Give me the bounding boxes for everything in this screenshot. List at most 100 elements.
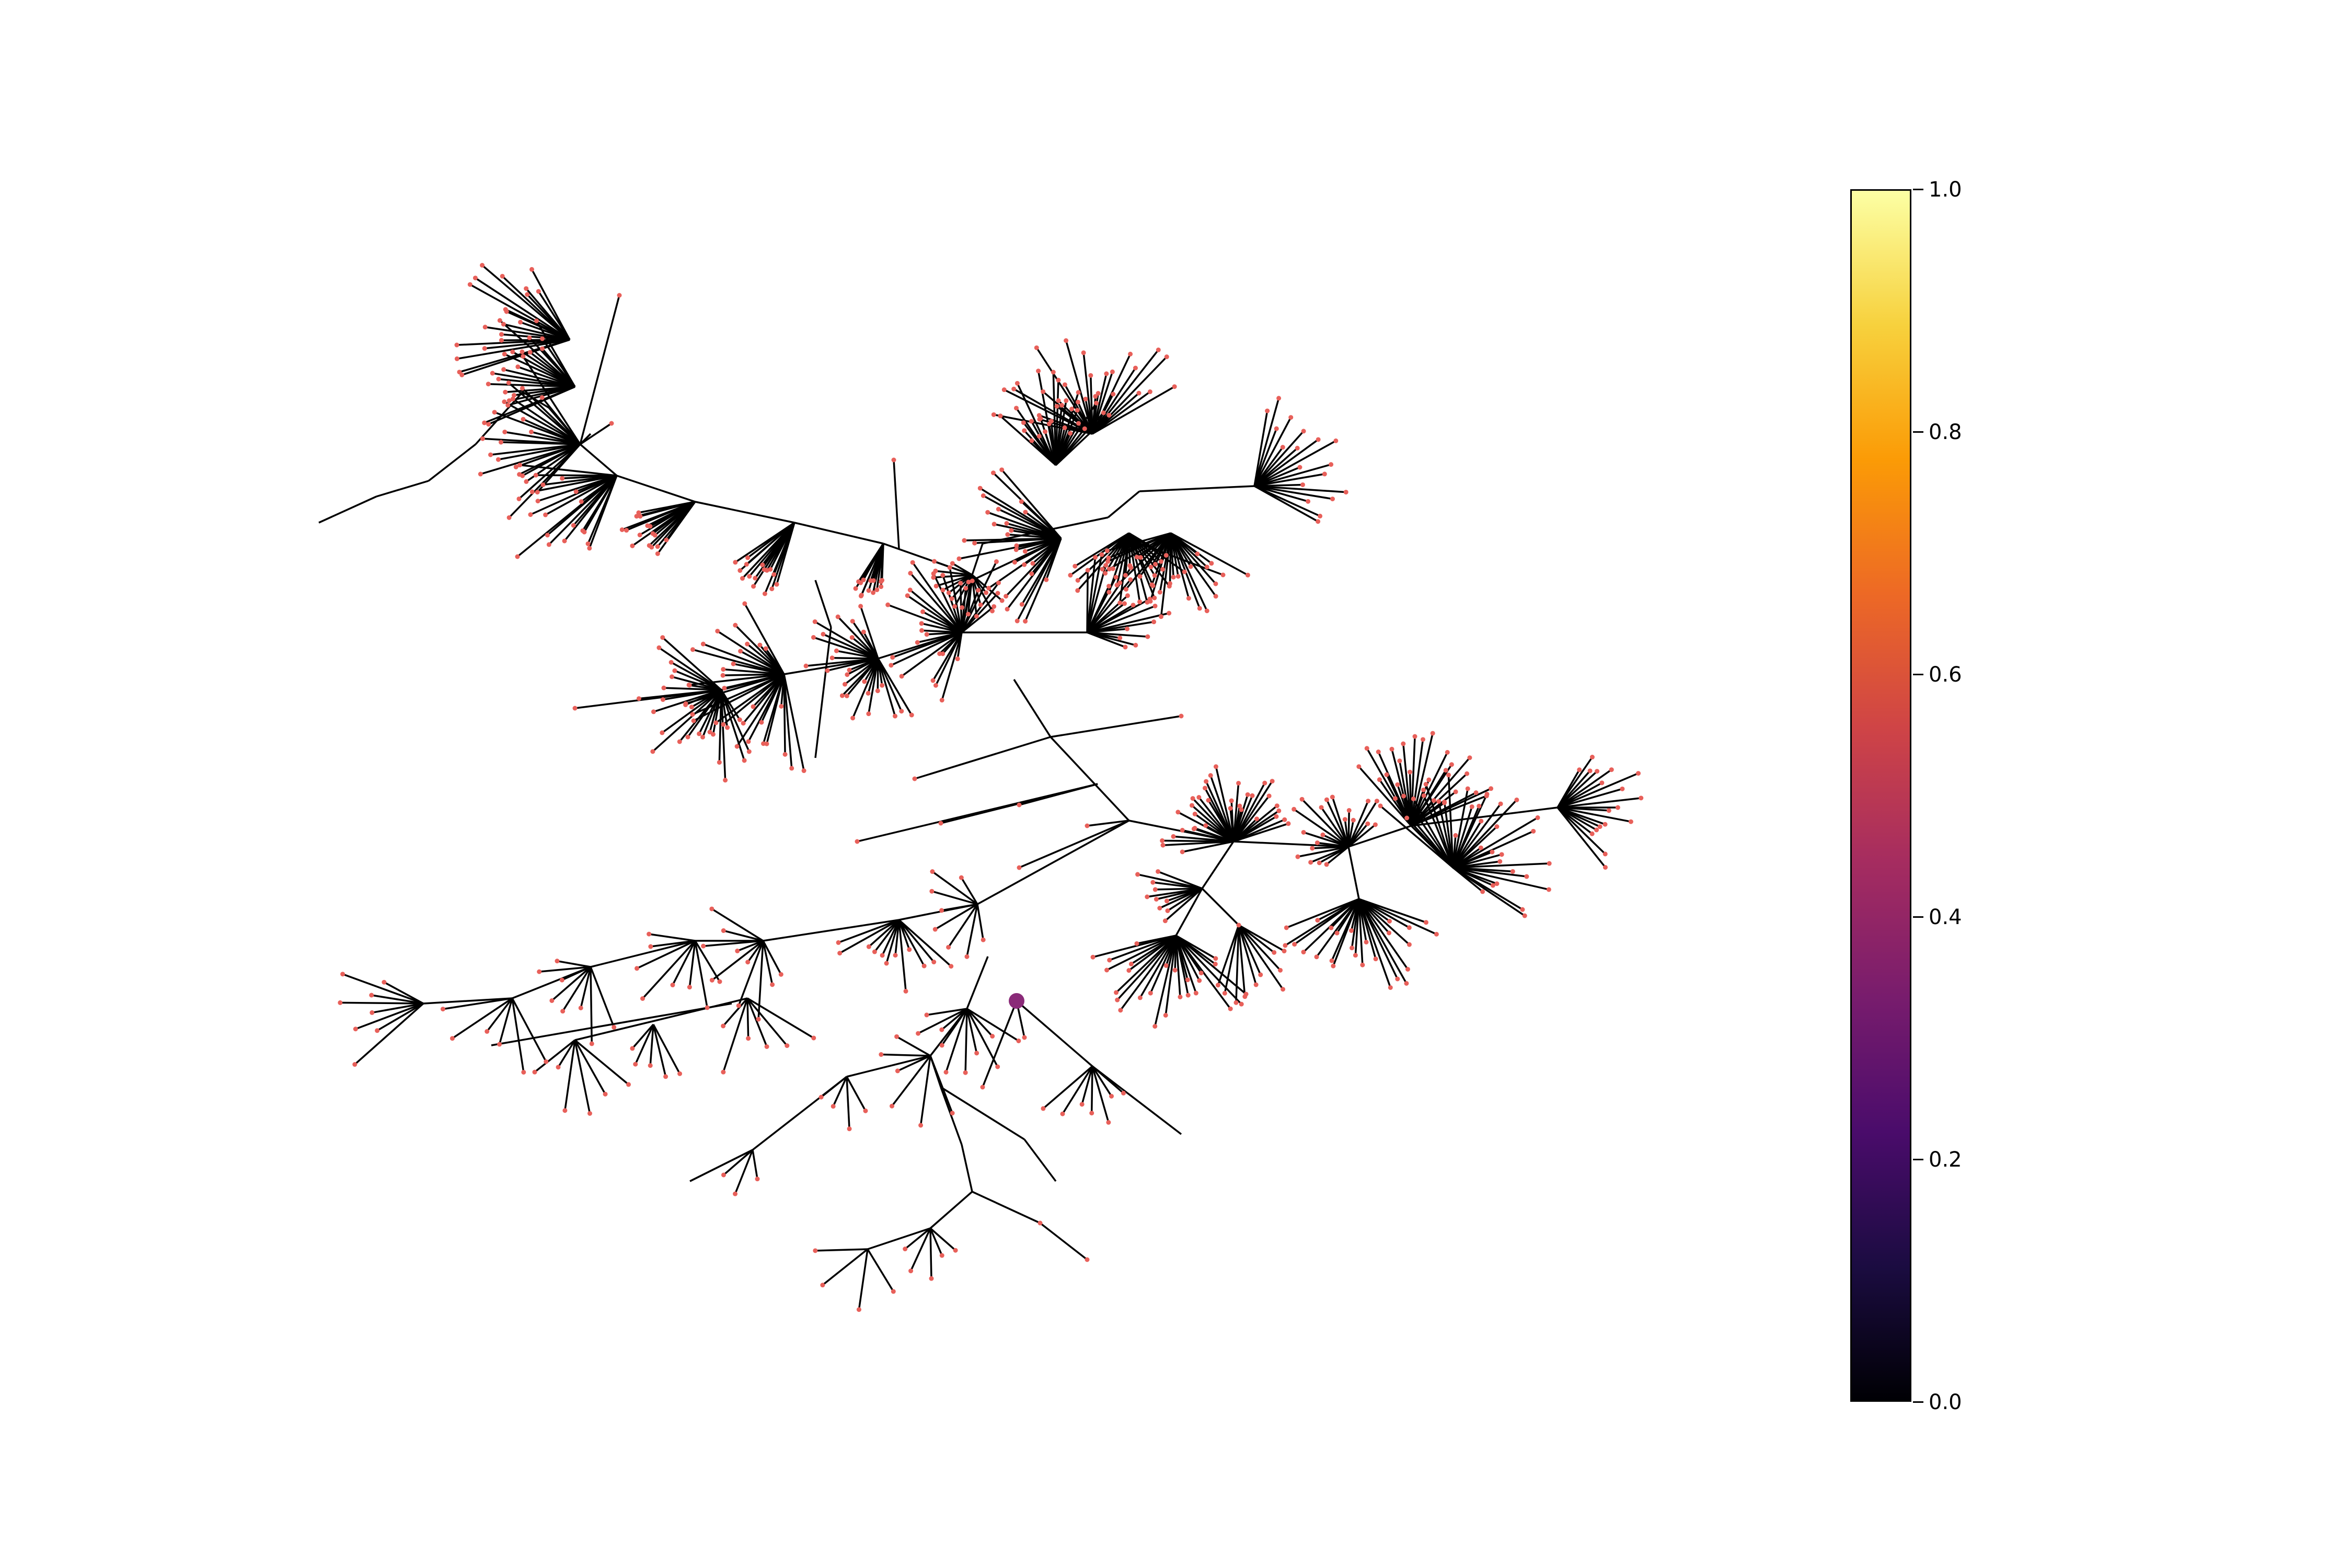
leaf-node — [1012, 560, 1017, 565]
tree-edge — [652, 1024, 667, 1077]
leaf-node — [847, 1126, 852, 1132]
tree-edge — [1557, 769, 1612, 809]
leaf-node — [789, 766, 794, 771]
leaf-node — [1104, 548, 1110, 554]
leaf-node — [836, 940, 841, 945]
leaf-node — [740, 576, 745, 581]
leaf-node — [1274, 803, 1279, 809]
leaf-node — [930, 869, 935, 874]
leaf-node — [498, 440, 503, 445]
leaf-node — [1254, 816, 1260, 822]
leaf-node — [995, 591, 1000, 596]
leaf-node — [485, 1029, 490, 1034]
tree-edge — [511, 998, 525, 1073]
leaf-node — [1412, 734, 1417, 739]
leaf-node — [946, 944, 951, 950]
leaf-node — [757, 642, 763, 648]
leaf-node — [1016, 1038, 1021, 1043]
leaf-node — [965, 612, 971, 617]
leaf-node — [866, 588, 871, 593]
tree-edge — [1091, 391, 1151, 435]
leaf-node — [1215, 983, 1220, 988]
tree-edge — [1332, 898, 1360, 966]
leaf-node — [1274, 426, 1279, 431]
leaf-node — [895, 1068, 900, 1074]
leaf-node — [440, 1007, 445, 1012]
leaf-node — [1589, 755, 1595, 760]
leaf-node — [1076, 390, 1081, 395]
leaf-node — [1602, 851, 1608, 857]
tree-edge — [1238, 925, 1284, 990]
leaf-node — [560, 476, 565, 481]
leaf-node — [454, 342, 459, 348]
tree-edge — [723, 668, 785, 675]
leaf-node — [375, 1028, 380, 1033]
leaf-node — [540, 336, 545, 341]
tree-edge — [914, 736, 1051, 780]
tree-edge — [898, 919, 907, 991]
tree-edge — [1175, 935, 1181, 997]
leaf-node — [1514, 797, 1519, 802]
leaf-node — [617, 293, 622, 298]
tree-edge — [557, 960, 591, 968]
leaf-node — [1606, 808, 1611, 813]
leaf-node — [1114, 990, 1119, 995]
leaf-node — [1186, 596, 1191, 601]
tree-edge — [1452, 788, 1469, 868]
leaf-node — [850, 716, 856, 721]
leaf-node — [978, 602, 983, 607]
leaf-node — [1329, 958, 1334, 963]
leaf-node — [1185, 977, 1190, 983]
leaf-node — [1157, 590, 1162, 595]
tree-edge — [652, 689, 722, 753]
leaf-node — [1324, 862, 1329, 867]
leaf-node — [938, 821, 943, 826]
leaf-node — [1037, 417, 1042, 422]
leaf-node — [1064, 398, 1069, 403]
tree-edge — [746, 998, 750, 1039]
leaf-node — [1272, 950, 1277, 955]
leaf-node — [1406, 925, 1412, 930]
leaf-node — [1292, 806, 1297, 812]
tree-edge — [921, 622, 962, 633]
leaf-node — [1445, 750, 1450, 755]
tree-edge — [475, 277, 570, 341]
tree-edge — [1170, 532, 1212, 564]
leaf-node — [1384, 772, 1389, 777]
leaf-node — [1404, 981, 1409, 986]
leaf-node — [535, 499, 540, 504]
leaf-node — [1522, 913, 1527, 918]
leaf-node — [1137, 574, 1143, 579]
tree-edge — [972, 1191, 1041, 1224]
leaf-node — [562, 1108, 568, 1113]
leaf-node — [1319, 805, 1324, 810]
tree-edge — [907, 595, 962, 633]
leaf-node — [1163, 963, 1169, 968]
leaf-node — [707, 730, 712, 735]
leaf-node — [529, 267, 534, 272]
tree-edge — [1238, 925, 1246, 997]
tree-edge — [942, 574, 973, 591]
leaf-node — [562, 538, 567, 544]
leaf-node — [630, 1046, 635, 1051]
leaf-node — [1258, 972, 1263, 977]
colorbar-tick-label: 0.4 — [1929, 905, 1962, 929]
tree-edge — [501, 441, 581, 445]
tree-edge — [1557, 769, 1581, 808]
tree-edge — [1154, 935, 1177, 1027]
leaf-node — [1189, 803, 1194, 808]
tree-edge — [548, 475, 618, 546]
tree-edge — [1238, 925, 1257, 985]
leaf-node — [959, 875, 964, 880]
leaf-node — [603, 1091, 608, 1097]
leaf-node — [502, 399, 507, 405]
tree-edge — [541, 397, 581, 445]
tree-edge — [1301, 799, 1350, 848]
leaf-node — [578, 1005, 583, 1010]
leaf-node — [1301, 429, 1306, 434]
leaf-node — [1062, 382, 1067, 387]
tree-edge — [579, 295, 620, 445]
leaf-node — [1106, 590, 1112, 595]
tree-edge — [1452, 867, 1523, 910]
tree-edge — [695, 501, 795, 524]
